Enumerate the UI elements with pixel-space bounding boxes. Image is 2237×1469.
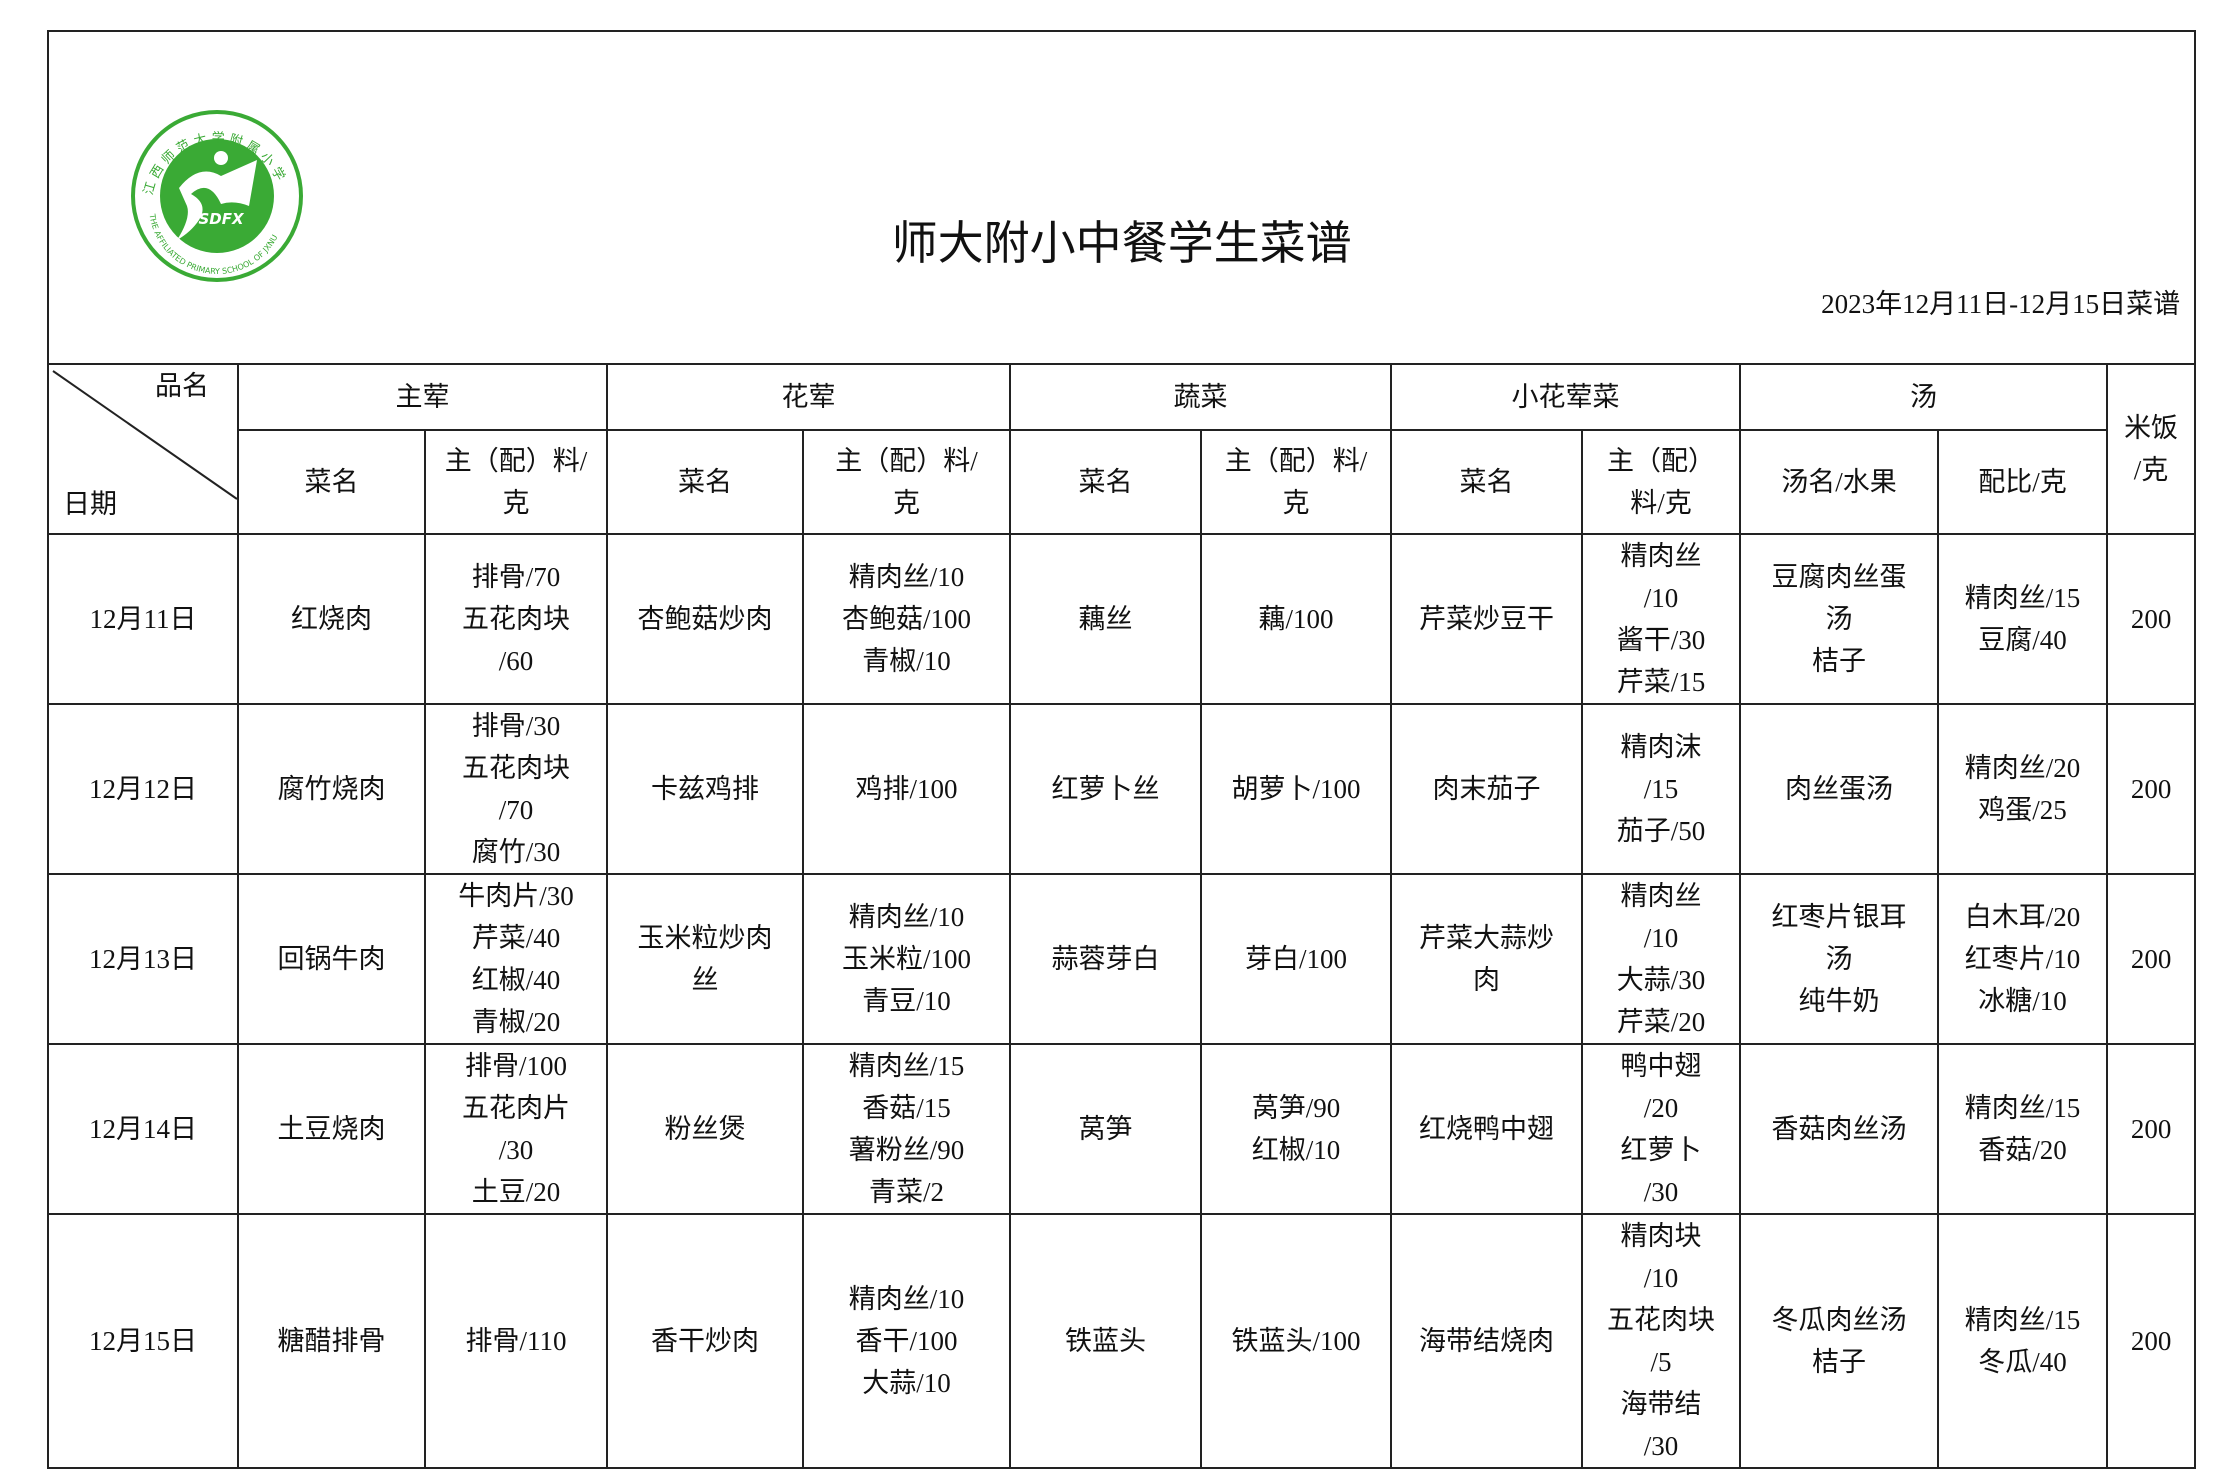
item-label: 品名 bbox=[155, 371, 209, 401]
rice-amount: 200 bbox=[2105, 703, 2197, 875]
date-cell: 12月12日 bbox=[47, 703, 239, 875]
subheader-ingredients: 主（配）料/ 克 bbox=[1200, 428, 1392, 536]
subheader-dish: 菜名 bbox=[1009, 428, 1202, 536]
mixed-ingredients: 鸡排/100 bbox=[802, 703, 1011, 875]
small-dish: 肉末茄子 bbox=[1390, 703, 1583, 875]
diagonal-header-cell: 品名 日期 bbox=[47, 363, 239, 535]
group-soup: 汤 bbox=[1739, 363, 2108, 431]
soup-ratio: 精肉丝/15 冬瓜/40 bbox=[1937, 1213, 2108, 1469]
soup-ratio: 白木耳/20 红枣片/10 冰糖/10 bbox=[1937, 873, 2108, 1045]
veg-ingredients: 芽白/100 bbox=[1200, 873, 1392, 1045]
table-row: 12月13日 回锅牛肉 牛肉片/30 芹菜/40 红椒/40 青椒/20 玉米粒炒肉 … bbox=[47, 873, 2197, 1045]
table-row: 12月12日 腐竹烧肉 排骨/30 五花肉块 /70 腐竹/30 卡兹鸡排 鸡排/100… bbox=[47, 703, 2197, 875]
small-dish: 红烧鸭中翅 bbox=[1390, 1043, 1583, 1215]
small-ingredients: 精肉沫 /15 茄子/50 bbox=[1581, 703, 1741, 875]
mixed-dish: 粉丝煲 bbox=[606, 1043, 804, 1215]
table-row: 12月11日 红烧肉 排骨/70 五花肉块 /60 杏鲍菇炒肉 精肉丝/10 杏鲍菇/1… bbox=[47, 533, 2197, 705]
main-ingredients: 排骨/30 五花肉块 /70 腐竹/30 bbox=[424, 703, 608, 875]
veg-ingredients: 铁蓝头/100 bbox=[1200, 1213, 1392, 1469]
group-main-meat: 主荤 bbox=[237, 363, 608, 431]
school-logo: SDFX 江 西 师 范 大 学 附 属 小 学 THE AFFILIATED … bbox=[131, 110, 303, 282]
group-small-mixed: 小花荤菜 bbox=[1390, 363, 1741, 431]
subheader-ratio: 配比/克 bbox=[1937, 428, 2108, 536]
subheader-ingredients: 主（配）料/ 克 bbox=[424, 428, 608, 536]
soup-name: 香菇肉丝汤 bbox=[1739, 1043, 1939, 1215]
veg-dish: 藕丝 bbox=[1009, 533, 1202, 705]
rice-amount: 200 bbox=[2105, 1043, 2197, 1215]
subheader-soup-name: 汤名/水果 bbox=[1739, 428, 1939, 536]
mixed-dish: 香干炒肉 bbox=[606, 1213, 804, 1469]
soup-name: 豆腐肉丝蛋 汤 桔子 bbox=[1739, 533, 1939, 705]
date-cell: 12月13日 bbox=[47, 873, 239, 1045]
soup-name: 冬瓜肉丝汤 桔子 bbox=[1739, 1213, 1939, 1469]
rice-amount: 200 bbox=[2105, 533, 2197, 705]
rice-amount: 200 bbox=[2105, 873, 2197, 1045]
menu-table: SDFX 江 西 师 范 大 学 附 属 小 学 THE AFFILIATED … bbox=[46, 30, 2197, 1469]
table-row: 12月14日 土豆烧肉 排骨/100 五花肉片 /30 土豆/20 粉丝煲 精肉丝/15… bbox=[47, 1043, 2197, 1215]
group-vegetable: 蔬菜 bbox=[1009, 363, 1392, 431]
subheader-ingredients: 主（配）料/ 克 bbox=[802, 428, 1011, 536]
main-ingredients: 排骨/100 五花肉片 /30 土豆/20 bbox=[424, 1043, 608, 1215]
veg-dish: 红萝卜丝 bbox=[1009, 703, 1202, 875]
soup-ratio: 精肉丝/15 豆腐/40 bbox=[1937, 533, 2108, 705]
subheader-dish: 菜名 bbox=[606, 428, 804, 536]
page-title: 师大附小中餐学生菜谱 bbox=[891, 218, 1352, 269]
mixed-ingredients: 精肉丝/15 香菇/15 薯粉丝/90 青菜/2 bbox=[802, 1043, 1011, 1215]
date-label: 日期 bbox=[63, 489, 117, 519]
date-cell: 12月15日 bbox=[47, 1213, 239, 1469]
soup-name: 红枣片银耳 汤 纯牛奶 bbox=[1739, 873, 1939, 1045]
soup-ratio: 精肉丝/20 鸡蛋/25 bbox=[1937, 703, 2108, 875]
rice-amount: 200 bbox=[2105, 1213, 2197, 1469]
mixed-ingredients: 精肉丝/10 玉米粒/100 青豆/10 bbox=[802, 873, 1011, 1045]
veg-ingredients: 藕/100 bbox=[1200, 533, 1392, 705]
main-dish: 糖醋排骨 bbox=[237, 1213, 426, 1469]
veg-ingredients: 胡萝卜/100 bbox=[1200, 703, 1392, 875]
main-dish: 回锅牛肉 bbox=[237, 873, 426, 1045]
soup-ratio: 精肉丝/15 香菇/20 bbox=[1937, 1043, 2108, 1215]
small-ingredients: 精肉丝 /10 酱干/30 芹菜/15 bbox=[1581, 533, 1741, 705]
small-ingredients: 鸭中翅 /20 红萝卜 /30 bbox=[1581, 1043, 1741, 1215]
veg-ingredients: 莴笋/90 红椒/10 bbox=[1200, 1043, 1392, 1215]
mixed-ingredients: 精肉丝/10 香干/100 大蒜/10 bbox=[802, 1213, 1011, 1469]
date-cell: 12月14日 bbox=[47, 1043, 239, 1215]
veg-dish: 蒜蓉芽白 bbox=[1009, 873, 1202, 1045]
main-ingredients: 排骨/70 五花肉块 /60 bbox=[424, 533, 608, 705]
table-row: 12月15日 糖醋排骨 排骨/110 香干炒肉 精肉丝/10 香干/100 大蒜/10 铁… bbox=[47, 1213, 2197, 1469]
date-cell: 12月11日 bbox=[47, 533, 239, 705]
mixed-dish: 杏鲍菇炒肉 bbox=[606, 533, 804, 705]
main-ingredients: 排骨/110 bbox=[424, 1213, 608, 1469]
main-ingredients: 牛肉片/30 芹菜/40 红椒/40 青椒/20 bbox=[424, 873, 608, 1045]
mixed-dish: 卡兹鸡排 bbox=[606, 703, 804, 875]
veg-dish: 莴笋 bbox=[1009, 1043, 1202, 1215]
rice-header: 米饭 /克 bbox=[2105, 363, 2197, 535]
small-dish: 芹菜大蒜炒 肉 bbox=[1390, 873, 1583, 1045]
svg-text:SDFX: SDFX bbox=[198, 210, 245, 228]
subheader-dish: 菜名 bbox=[237, 428, 426, 536]
mixed-ingredients: 精肉丝/10 杏鲍菇/100 青椒/10 bbox=[802, 533, 1011, 705]
mixed-dish: 玉米粒炒肉 丝 bbox=[606, 873, 804, 1045]
subheader-dish: 菜名 bbox=[1390, 428, 1583, 536]
diagonal-line bbox=[52, 370, 238, 500]
header-area: SDFX 江 西 师 范 大 学 附 属 小 学 THE AFFILIATED … bbox=[46, 30, 2197, 365]
main-dish: 腐竹烧肉 bbox=[237, 703, 426, 875]
main-dish: 红烧肉 bbox=[237, 533, 426, 705]
group-mixed-meat: 花荤 bbox=[606, 363, 1011, 431]
small-dish: 芹菜炒豆干 bbox=[1390, 533, 1583, 705]
small-ingredients: 精肉丝 /10 大蒜/30 芹菜/20 bbox=[1581, 873, 1741, 1045]
small-dish: 海带结烧肉 bbox=[1390, 1213, 1583, 1469]
veg-dish: 铁蓝头 bbox=[1009, 1213, 1202, 1469]
small-ingredients: 精肉块 /10 五花肉块 /5 海带结 /30 bbox=[1581, 1213, 1741, 1469]
date-range: 2023年12月11日-12月15日菜谱 bbox=[1821, 289, 2181, 319]
main-dish: 土豆烧肉 bbox=[237, 1043, 426, 1215]
soup-name: 肉丝蛋汤 bbox=[1739, 703, 1939, 875]
subheader-ingredients: 主（配） 料/克 bbox=[1581, 428, 1741, 536]
